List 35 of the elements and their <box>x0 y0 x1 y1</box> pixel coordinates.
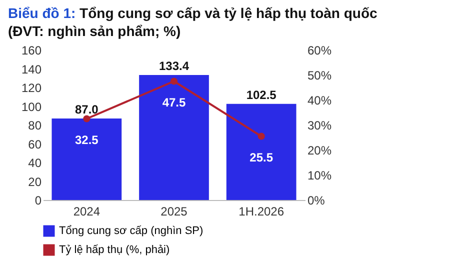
y-tick-label: 20 <box>28 174 42 189</box>
y2-tick-label: 60% <box>308 44 332 58</box>
y-tick-label: 160 <box>21 44 42 58</box>
bar <box>139 74 209 200</box>
data-label: 32.5 <box>74 132 99 147</box>
data-label: 25.5 <box>250 150 274 164</box>
legend-label: Tổng cung sơ cấp (nghìn SP) <box>59 225 204 237</box>
y2-tick-label: 40% <box>308 94 332 108</box>
y2-tick-label: 30% <box>308 118 332 132</box>
data-label: 133.4 <box>158 58 190 73</box>
y-tick-label: 60 <box>28 137 42 152</box>
y-tick-label: 0 <box>34 194 42 208</box>
data-label: 102.5 <box>246 88 277 102</box>
x-tick-label: 2024 <box>73 204 100 218</box>
y2-tick-label: 0% <box>308 194 326 208</box>
bar <box>226 104 296 200</box>
y-tick-label: 140 <box>21 62 42 76</box>
x-tick-label: 2025 <box>160 204 188 218</box>
data-label: 87.0 <box>74 102 99 116</box>
data-label: 47.5 <box>162 95 186 110</box>
y2-tick-label: 10% <box>308 168 332 182</box>
y-tick-label: 80 <box>28 118 42 132</box>
point <box>258 132 265 140</box>
y2-tick-label: 20% <box>308 144 332 158</box>
y-tick-label: 100 <box>21 100 42 114</box>
y-tick-label: 40 <box>28 156 42 170</box>
chart-title: Biểu đồ 1: Tổng cung sơ cấp và tỷ lệ hấp thụ toàn quốc <box>8 4 378 22</box>
point <box>83 115 90 122</box>
y2-tick-label: 50% <box>308 68 332 82</box>
bar <box>52 118 122 200</box>
point <box>170 78 178 85</box>
x-tick-label: 1H.2026 <box>238 204 284 218</box>
y-tick-label: 120 <box>21 81 42 95</box>
legend-label: Tỷ lệ hấp thụ (%, phải) <box>59 244 170 256</box>
chart-subtitle: (ĐVT: nghìn sản phẩm; %) <box>8 22 182 40</box>
